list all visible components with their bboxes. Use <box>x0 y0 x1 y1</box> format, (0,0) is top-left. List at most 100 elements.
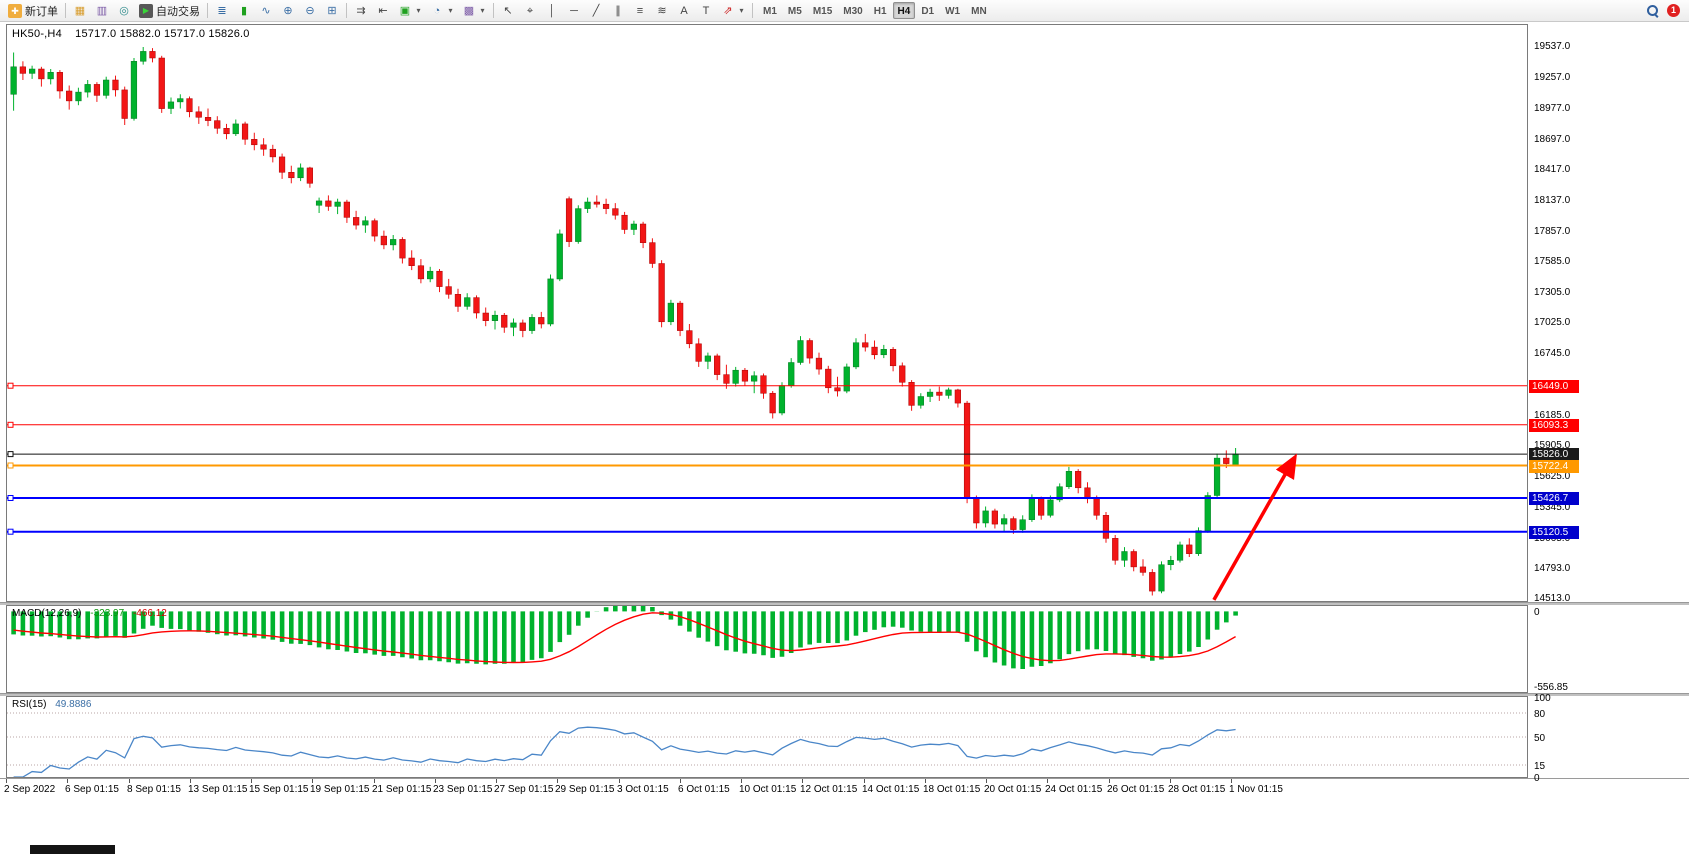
price-axis-label: 18417.0 <box>1534 164 1571 176</box>
search-icon[interactable] <box>1646 4 1659 17</box>
candle <box>963 400 971 504</box>
market-watch-button[interactable]: ▦ <box>69 2 91 20</box>
candle <box>315 197 323 213</box>
rsi-axis-label: 50 <box>1534 733 1546 744</box>
line-chart-mode-button[interactable]: ∿ <box>255 2 277 20</box>
zoom-out-button[interactable]: ⊖ <box>299 2 321 20</box>
candle <box>10 52 17 111</box>
timeframe-M15[interactable]: M15 <box>812 6 833 17</box>
candle <box>482 307 489 327</box>
horizontal-scrollbar[interactable] <box>30 845 115 854</box>
candle <box>47 69 54 85</box>
trendline-tool-button[interactable]: ╱ <box>585 2 607 20</box>
horizontal-line-tool-button[interactable]: ─ <box>563 2 585 20</box>
candle <box>19 61 26 80</box>
new-chart-button[interactable]: ▣ ▾ <box>394 2 426 20</box>
time-axis-tick <box>251 779 252 783</box>
crosshair-tool-button[interactable]: ⌖ <box>519 2 541 20</box>
candle <box>917 393 924 409</box>
candle <box>1001 514 1008 532</box>
macd-panel[interactable]: MACD(12,26,9) -323.97 -466.12 <box>6 605 1528 693</box>
waves-tool-button[interactable]: ≋ <box>651 2 673 20</box>
panel-splitter[interactable] <box>0 693 1689 696</box>
timeframe-H1[interactable]: H1 <box>873 6 887 17</box>
candle <box>871 340 878 360</box>
rsi-label: RSI(15) 49.8886 <box>12 699 91 710</box>
hline-handle[interactable] <box>7 528 14 535</box>
cursor-tool-button[interactable]: ↖ <box>497 2 519 20</box>
hline-handle[interactable] <box>7 382 14 389</box>
time-axis-label: 29 Sep 01:15 <box>555 784 615 795</box>
candle <box>945 387 952 399</box>
time-axis-label: 19 Sep 01:15 <box>310 784 370 795</box>
periods-button[interactable]: ◔ ▾ <box>426 2 458 20</box>
candle <box>991 508 998 529</box>
main-toolbar: ✚ 新订单 ▦ ▥ ◎ ▶ 自动交易 ≣ ▮ ∿ ⊕ ⊖ ⊞ ⇉ ⇤ ▣ ▾ ◔ ▾… <box>0 0 1689 22</box>
candle <box>390 235 397 251</box>
price-axis-label: 15905.0 <box>1534 440 1571 452</box>
candle <box>362 216 369 233</box>
candle <box>528 314 536 334</box>
zoom-in-icon: ⊕ <box>283 4 293 17</box>
timeframe-M1[interactable]: M1 <box>763 6 777 17</box>
candlestick-mode-button[interactable]: ▮ <box>233 2 255 20</box>
templates-button[interactable]: ▩ ▾ <box>458 2 490 20</box>
candle <box>686 324 693 349</box>
candle <box>269 144 276 163</box>
time-axis-label: 21 Sep 01:15 <box>372 784 432 795</box>
candle <box>103 76 110 99</box>
macd-chart-canvas[interactable] <box>7 606 1527 692</box>
rsi-panel[interactable]: RSI(15) 49.8886 <box>6 696 1528 778</box>
candle <box>1213 453 1221 498</box>
notification-badge[interactable]: 1 <box>1667 4 1680 17</box>
timeframe-M30[interactable]: M30 <box>843 6 863 17</box>
panel-splitter[interactable] <box>0 602 1689 605</box>
arrows-tool-button[interactable]: ⇗ ▾ <box>717 2 749 20</box>
candle <box>677 300 684 337</box>
text-tool-button[interactable]: A <box>673 2 695 20</box>
candlestick-chart-canvas[interactable] <box>7 25 1527 601</box>
hline-handle[interactable] <box>7 421 14 428</box>
candle <box>852 338 860 370</box>
zoom-in-button[interactable]: ⊕ <box>277 2 299 20</box>
chart-shift-button[interactable]: ⇤ <box>372 2 394 20</box>
timeframe-W1[interactable]: W1 <box>945 6 961 17</box>
timeframe-D1[interactable]: D1 <box>921 6 935 17</box>
candle <box>380 230 387 250</box>
new-order-button[interactable]: ✚ 新订单 <box>4 2 62 20</box>
main-chart-panel[interactable]: HK50-,H4 15717.0 15882.0 15717.0 15826.0 <box>6 24 1528 602</box>
rsi-chart-canvas[interactable] <box>7 697 1527 777</box>
time-axis-label: 27 Sep 01:15 <box>494 784 554 795</box>
timeframe-MN[interactable]: MN <box>971 6 987 17</box>
hline-handle[interactable] <box>7 495 14 501</box>
timeframe-M5[interactable]: M5 <box>787 6 802 17</box>
tile-windows-button[interactable]: ⊞ <box>321 2 343 20</box>
auto-trading-button[interactable]: ▶ 自动交易 <box>135 2 204 20</box>
chart-info: HK50-,H4 15717.0 15882.0 15717.0 15826.0 <box>12 28 250 40</box>
fibonacci-tool-button[interactable]: ≡ <box>629 2 651 20</box>
text-label-tool-button[interactable]: T <box>695 2 717 20</box>
time-axis-tick <box>190 779 191 783</box>
time-axis[interactable]: 2 Sep 2022 6 Sep 01:15 8 Sep 01:15 13 Sep 0… <box>0 778 1689 800</box>
hline-handle[interactable] <box>7 451 14 458</box>
bar-chart-mode-button[interactable]: ≣ <box>211 2 233 20</box>
vertical-line-tool-button[interactable]: │ <box>541 2 563 20</box>
bar-chart-icon: ≣ <box>217 4 227 17</box>
candle <box>834 376 841 397</box>
price-axis[interactable]: 19537.0 19257.0 18977.0 18697.0 18417.0 18137… <box>1529 0 1689 858</box>
channel-tool-button[interactable]: ∥ <box>607 2 629 20</box>
hline-handle[interactable] <box>7 462 14 469</box>
time-axis-label: 15 Sep 01:15 <box>249 784 309 795</box>
data-window-button[interactable]: ▥ <box>91 2 113 20</box>
timeframe-H4[interactable]: H4 <box>892 2 916 19</box>
candle <box>130 58 138 121</box>
time-axis-tick <box>1047 779 1048 783</box>
candle <box>908 380 915 411</box>
candle <box>565 196 573 247</box>
price-axis-label: 18697.0 <box>1534 133 1571 145</box>
candle <box>464 293 471 310</box>
trend-arrow-annotation[interactable] <box>1212 453 1297 601</box>
auto-scroll-button[interactable]: ⇉ <box>350 2 372 20</box>
navigator-button[interactable]: ◎ <box>113 2 135 20</box>
candle <box>501 313 508 333</box>
